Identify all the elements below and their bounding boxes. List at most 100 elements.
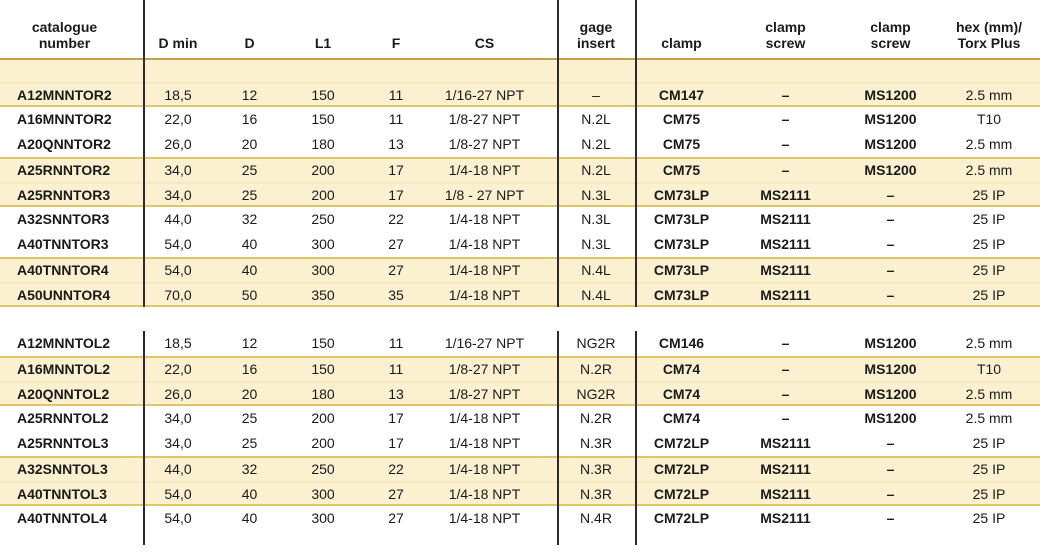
cell-f: 17 (388, 410, 404, 426)
cell-l1: 150 (311, 87, 335, 103)
cell-clamp: CM73LP (653, 187, 710, 203)
column-divider-line (635, 331, 637, 545)
cell-catalogue-number: A16MNNTOL2 (17, 361, 111, 377)
column-divider-line (557, 331, 559, 545)
cell-clamp: CM72LP (653, 510, 710, 526)
cell-d: 12 (241, 87, 258, 103)
cell-f: 11 (388, 87, 404, 103)
cell-cs: 1/4-18 NPT (448, 162, 521, 178)
cell-clamp-screw-1: MS2111 (760, 510, 811, 526)
cell-gage-insert: N.3R (580, 435, 612, 451)
cell-gage-insert: N.4L (581, 287, 611, 303)
column-header-text: insert (576, 35, 616, 51)
cell-catalogue-number: A32SNNTOL3 (17, 461, 108, 477)
cell-f: 27 (388, 510, 404, 526)
cell-clamp-screw-1: MS2111 (760, 486, 811, 502)
column-divider-line (143, 331, 145, 545)
cell-catalogue-number: A25RNNTOR3 (17, 187, 111, 203)
cell-f: 13 (388, 386, 404, 402)
column-header-gage-insert: gage insert (557, 19, 635, 51)
cell-clamp: CM74 (662, 361, 701, 377)
cell-hex-torx: T10 (976, 361, 1002, 377)
cell-clamp-screw-2: MS1200 (864, 335, 917, 351)
cell-d: 40 (241, 236, 258, 252)
cell-l1: 150 (311, 361, 335, 377)
cell-clamp-screw-2: MS1200 (864, 111, 917, 127)
cell-l1: 150 (311, 111, 335, 127)
cell-d-min: 18,5 (164, 87, 192, 103)
cell-d: 40 (241, 262, 258, 278)
cell-gage-insert: N.3L (581, 236, 611, 252)
cell-hex-torx: 2.5 mm (965, 136, 1013, 152)
cell-clamp-screw-1: MS2111 (760, 461, 811, 477)
cell-clamp-screw-2: – (886, 211, 895, 227)
cell-clamp: CM73LP (653, 262, 710, 278)
column-header-text: screw (870, 35, 911, 51)
table-row: A40TNNTOL3 54,0 40 300 27 1/4-18 NPT N.3R CM72L… (0, 481, 1040, 506)
cell-l1: 300 (311, 236, 335, 252)
cell-hex-torx: 25 IP (972, 510, 1006, 526)
column-header-hex-torx: hex (mm)/Torx Plus (938, 19, 1040, 51)
cell-l1: 180 (311, 136, 335, 152)
cell-clamp-screw-2: – (886, 510, 895, 526)
cell-d: 32 (241, 461, 258, 477)
table-row: A25RNNTOR2 34,0 25 200 17 1/4-18 NPT N.2L CM75 –… (0, 157, 1040, 182)
cell-hex-torx: 25 IP (972, 461, 1006, 477)
cell-d-min: 44,0 (164, 211, 192, 227)
cell-clamp-screw-1: – (781, 410, 790, 426)
column-header-text: clamp (661, 35, 702, 51)
cell-gage-insert: N.2R (580, 361, 612, 377)
cell-f: 17 (388, 435, 404, 451)
cell-clamp: CM72LP (653, 486, 710, 502)
cell-gage-insert: N.4L (581, 262, 611, 278)
cell-clamp: CM73LP (653, 287, 710, 303)
cell-clamp: CM72LP (653, 435, 710, 451)
cell-clamp-screw-2: MS1200 (864, 386, 917, 402)
cell-d-min: 70,0 (164, 287, 192, 303)
cell-hex-torx: 25 IP (972, 262, 1006, 278)
cell-clamp: CM75 (662, 162, 701, 178)
cell-d-min: 34,0 (164, 410, 192, 426)
cell-d-min: 54,0 (164, 486, 192, 502)
cell-clamp-screw-2: MS1200 (864, 87, 917, 103)
cell-cs: 1/4-18 NPT (448, 486, 521, 502)
cell-clamp: CM146 (658, 335, 705, 351)
cell-gage-insert: NG2R (576, 335, 616, 351)
cell-catalogue-number: A40TNNTOR4 (17, 262, 109, 278)
cell-hex-torx: 25 IP (972, 187, 1006, 203)
cell-d-min: 34,0 (164, 162, 192, 178)
cell-l1: 200 (311, 435, 335, 451)
cell-f: 17 (388, 187, 404, 203)
cell-clamp-screw-1: – (781, 361, 790, 377)
column-divider-line (635, 0, 637, 307)
table-row: A25RNNTOL3 34,0 25 200 17 1/4-18 NPT N.3R CM72L… (0, 431, 1040, 456)
cell-clamp-screw-2: – (886, 486, 895, 502)
cell-clamp: CM73LP (653, 236, 710, 252)
cell-clamp: CM75 (662, 111, 701, 127)
cell-cs: 1/4-18 NPT (448, 410, 521, 426)
cell-l1: 200 (311, 162, 335, 178)
cell-gage-insert: N.3L (581, 187, 611, 203)
cell-l1: 300 (311, 262, 335, 278)
cell-clamp: CM75 (662, 136, 701, 152)
column-divider-line (557, 0, 559, 307)
cell-f: 11 (388, 361, 404, 377)
column-header-text: L1 (314, 35, 332, 51)
cell-clamp-screw-2: MS1200 (864, 410, 917, 426)
cell-clamp-screw-1: MS2111 (760, 287, 811, 303)
cell-gage-insert: – (592, 87, 600, 103)
cell-cs: 1/4-18 NPT (448, 461, 521, 477)
cell-l1: 200 (311, 410, 335, 426)
cell-clamp-screw-1: MS2111 (760, 262, 811, 278)
cell-d: 20 (241, 386, 258, 402)
cell-catalogue-number: A25RNNTOL3 (17, 435, 109, 451)
cell-gage-insert: N.2L (581, 111, 611, 127)
cell-f: 11 (388, 111, 404, 127)
column-header-text: catalogue (31, 19, 98, 35)
cell-d: 20 (241, 136, 258, 152)
cell-hex-torx: 25 IP (972, 236, 1006, 252)
column-header-clamp-screw-2: clamp screw (843, 19, 938, 51)
cell-clamp-screw-1: – (781, 386, 790, 402)
cell-hex-torx: 25 IP (972, 211, 1006, 227)
